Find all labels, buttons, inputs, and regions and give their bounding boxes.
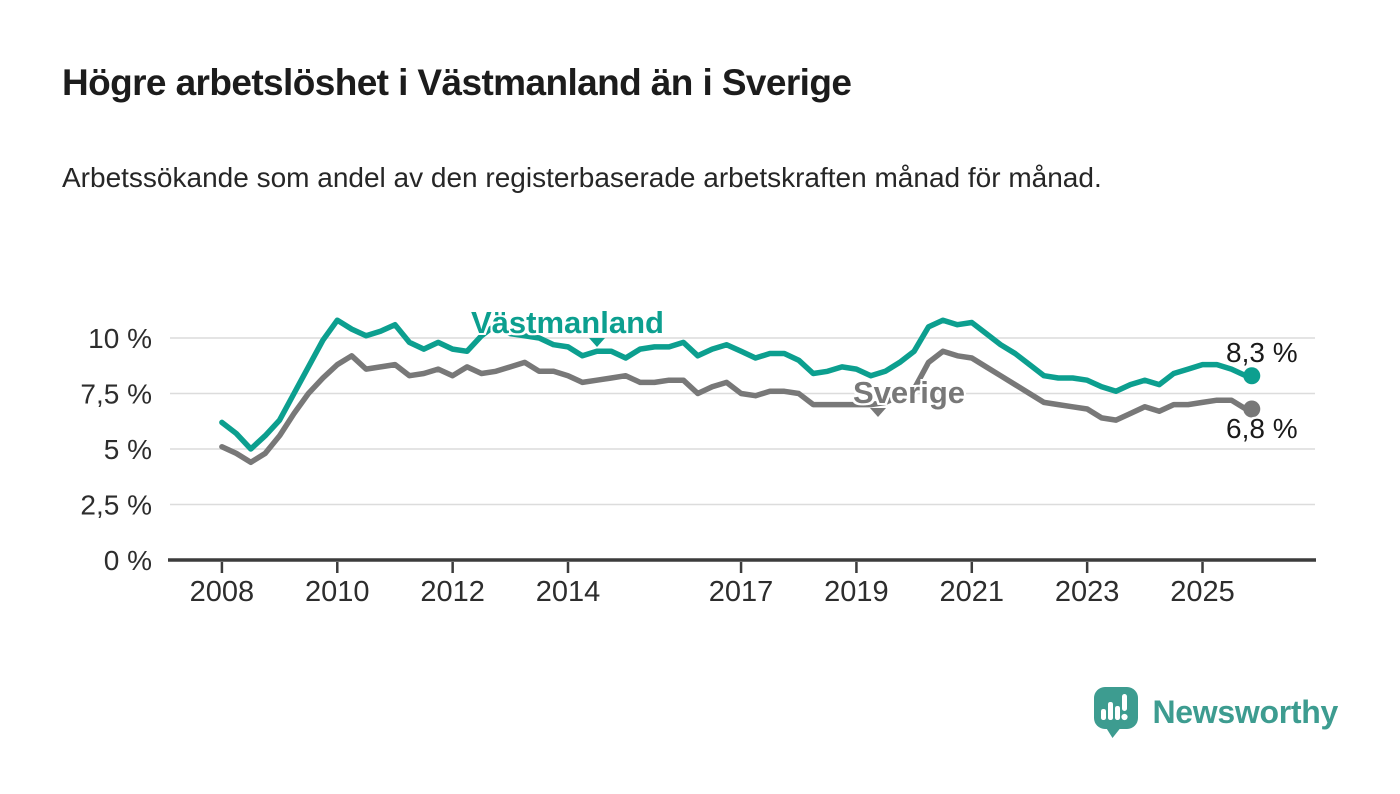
- y-tick-label: 10 %: [88, 323, 152, 354]
- series-end-dot-sverige: [1243, 400, 1261, 418]
- page-title: Högre arbetslöshet i Västmanland än i Sv…: [62, 62, 852, 103]
- x-tick-label: 2021: [940, 576, 1005, 608]
- page-subtitle: Arbetssökande som andel av den registerb…: [62, 162, 1102, 193]
- x-tick-label: 2023: [1055, 576, 1120, 608]
- caret-down-icon: [870, 408, 886, 417]
- end-value-label-sverige: 6,8 %: [1226, 413, 1298, 444]
- newsworthy-logo-text: Newsworthy: [1152, 694, 1339, 730]
- y-tick-label: 5 %: [104, 434, 152, 465]
- y-tick-label: 2,5 %: [80, 490, 152, 521]
- x-tick-label: 2010: [305, 576, 370, 608]
- end-value-label-vastmanland: 8,3 %: [1226, 337, 1298, 368]
- x-tick-label: 2025: [1170, 576, 1235, 608]
- series-label-sverige-text: Sverige: [853, 375, 966, 410]
- x-tick-label: 2014: [536, 576, 601, 608]
- series-line-vastmanland: [219, 317, 1249, 452]
- caret-down-icon: [589, 338, 605, 347]
- newsworthy-logo[interactable]: Newsworthy: [1093, 686, 1339, 739]
- x-tick-label: 2012: [420, 576, 485, 608]
- x-tick-label: 2019: [824, 576, 889, 608]
- x-tick-label: 2017: [709, 576, 774, 608]
- series-label-vastmanland-text: Västmanland: [471, 305, 664, 340]
- series-end-dot-vastmanland: [1243, 367, 1261, 385]
- y-tick-label: 0 %: [104, 545, 152, 576]
- series-line-sverige: [219, 348, 1249, 466]
- y-tick-label: 7,5 %: [80, 379, 152, 410]
- newsworthy-logo-icon: [1093, 687, 1138, 738]
- series-label-sverige: Sverige: [853, 375, 966, 417]
- x-tick-label: 2008: [190, 576, 255, 608]
- series-label-vastmanland: Västmanland: [471, 305, 664, 347]
